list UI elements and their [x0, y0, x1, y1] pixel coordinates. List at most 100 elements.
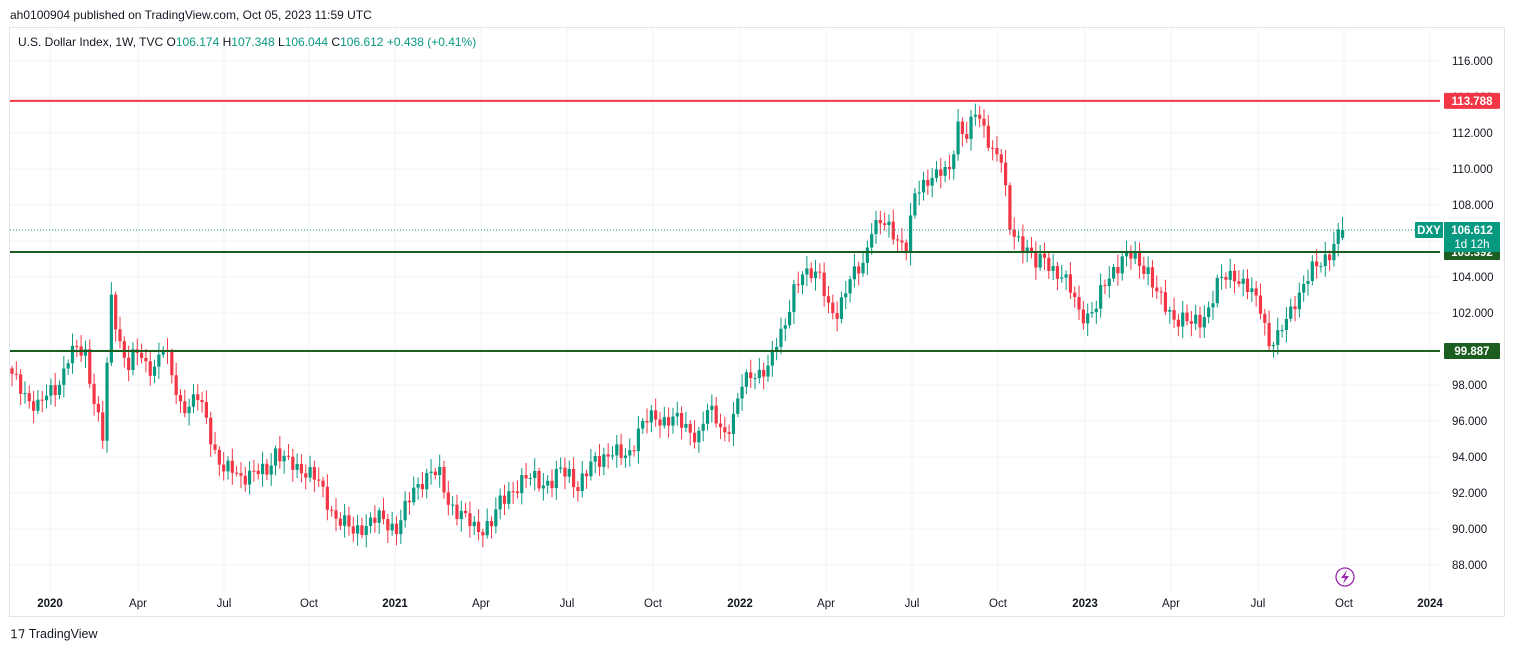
candle-body	[1004, 162, 1008, 186]
candle-body	[524, 475, 528, 479]
candle-body	[451, 504, 455, 506]
candle-body	[684, 424, 688, 428]
candle-body	[131, 349, 135, 371]
candle-body	[10, 368, 14, 374]
candle-body	[148, 361, 152, 376]
candle-body	[299, 463, 304, 474]
footer-brand[interactable]: 𝟷𝟽 TradingView	[10, 626, 98, 642]
candle-body	[1090, 312, 1094, 314]
candle-body	[826, 296, 831, 303]
candle-body	[1021, 236, 1025, 253]
candle-body	[70, 345, 75, 364]
candle-body	[1328, 254, 1332, 261]
x-tick-label: 2020	[37, 598, 63, 610]
brand-name: TradingView	[28, 627, 98, 641]
candle-body	[913, 193, 917, 216]
candle-body	[222, 464, 226, 472]
candle-body	[1163, 292, 1168, 312]
x-tick-label: 2022	[727, 598, 753, 610]
candle-body	[377, 510, 381, 523]
candle-body	[636, 428, 640, 452]
candle-body	[1202, 317, 1206, 328]
candle-body	[334, 510, 338, 519]
candle-body	[641, 420, 645, 429]
y-tick-label: 104.000	[1452, 272, 1494, 284]
candle-body	[956, 121, 960, 155]
lightning-glyph	[1341, 570, 1349, 584]
legend-low-value: 106.044	[284, 35, 329, 49]
candle-body	[1319, 266, 1323, 268]
candle-body	[1323, 254, 1327, 267]
x-tick-label: Jul	[560, 598, 575, 610]
candle-body	[770, 350, 774, 366]
x-tick-label: Jul	[1251, 598, 1266, 610]
legend-high-label: H	[222, 35, 232, 49]
candle-body	[464, 510, 468, 514]
candle-body	[511, 491, 515, 493]
candle-body	[874, 220, 878, 235]
legend-high-value: 107.348	[231, 35, 275, 49]
chart-frame	[9, 27, 1505, 617]
lightning-icon[interactable]	[1335, 567, 1355, 587]
candle-body	[917, 192, 921, 194]
candle-body	[848, 279, 852, 294]
candle-body	[1189, 321, 1193, 324]
candle-body	[723, 427, 727, 433]
candle-body	[191, 394, 196, 407]
candle-body	[1042, 253, 1047, 258]
candle-body	[991, 147, 995, 149]
candle-body	[489, 521, 494, 527]
candle-body	[1340, 229, 1345, 238]
candle-body	[1159, 291, 1163, 293]
candle-body	[66, 363, 70, 369]
x-tick-label: Oct	[300, 598, 319, 610]
candle-body	[710, 405, 714, 411]
candle-body	[628, 450, 632, 456]
candle-body	[1112, 267, 1116, 279]
candle-body	[1224, 276, 1228, 280]
candle-body	[688, 424, 692, 433]
candle-body	[416, 484, 420, 488]
candle-body	[1297, 292, 1301, 310]
candle-body	[857, 266, 861, 274]
candle-body	[351, 526, 355, 534]
candle-body	[1133, 252, 1137, 259]
x-tick-label: Apr	[1162, 598, 1180, 610]
candle-body	[671, 416, 675, 426]
candle-body	[178, 395, 183, 402]
y-tick-label: 110.000	[1452, 164, 1493, 176]
candle-body	[654, 410, 658, 420]
y-tick-label: 90.000	[1452, 524, 1487, 536]
candle-body	[1120, 256, 1124, 274]
candle-body	[809, 268, 813, 279]
candle-body	[692, 432, 697, 443]
candle-body	[347, 515, 351, 527]
candle-body	[796, 284, 800, 286]
candle-body	[183, 401, 187, 414]
level-badge	[1444, 343, 1500, 360]
candle-body	[520, 475, 524, 494]
candle-body	[559, 467, 563, 469]
candle-body	[239, 473, 243, 476]
candle-body	[1025, 247, 1029, 253]
candle-body	[718, 423, 723, 428]
candle-body	[537, 470, 541, 489]
candle-body	[1060, 277, 1064, 279]
candle-body	[973, 114, 977, 117]
candle-body	[1137, 252, 1142, 266]
candle-body	[200, 400, 204, 403]
candle-body	[425, 473, 429, 490]
candle-body	[1034, 251, 1038, 268]
level-badge	[1444, 92, 1500, 109]
candle-body	[1284, 318, 1288, 331]
candle-body	[563, 467, 567, 477]
candle-body	[1055, 266, 1060, 279]
candle-body	[1293, 306, 1297, 310]
candle-body	[740, 386, 744, 399]
candle-body	[420, 484, 424, 490]
candle-body	[468, 513, 472, 527]
x-tick-label: Apr	[472, 598, 490, 610]
candle-body	[1176, 319, 1180, 327]
candle-body	[1038, 253, 1042, 268]
